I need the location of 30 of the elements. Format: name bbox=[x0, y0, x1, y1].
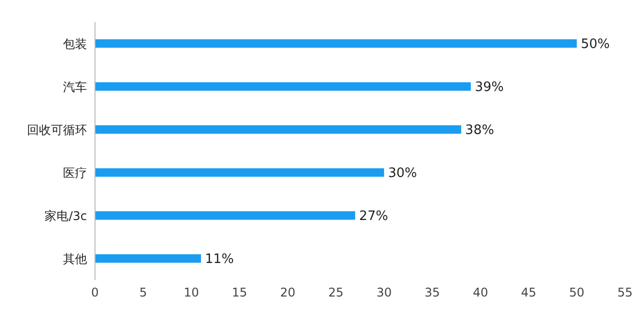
bar bbox=[95, 254, 201, 263]
x-tick-label: 35 bbox=[424, 286, 440, 300]
x-tick-label: 45 bbox=[520, 286, 536, 300]
x-tick-label: 25 bbox=[328, 286, 344, 300]
x-tick-label: 10 bbox=[184, 286, 200, 300]
data-label: 27% bbox=[359, 209, 388, 224]
x-tick-label: 20 bbox=[280, 286, 296, 300]
data-label: 11% bbox=[205, 252, 234, 268]
x-tick-label: 0 bbox=[91, 286, 99, 300]
x-tick-label: 15 bbox=[232, 286, 248, 300]
bar bbox=[95, 39, 577, 48]
data-label: 30% bbox=[388, 166, 417, 182]
y-tick-label: 医疗 bbox=[63, 166, 87, 180]
x-tick-label: 55 bbox=[617, 286, 633, 300]
y-tick-label: 家电/3c bbox=[44, 208, 87, 223]
y-tick-label: 汽车 bbox=[63, 80, 87, 94]
y-tick-label: 包装 bbox=[63, 36, 87, 51]
x-tick-label: 5 bbox=[139, 286, 147, 300]
data-label: 50% bbox=[580, 37, 610, 52]
data-label: 38% bbox=[465, 123, 494, 138]
y-tick-label: 其他 bbox=[63, 252, 87, 266]
x-tick-label: 30 bbox=[376, 286, 392, 300]
bar bbox=[95, 211, 356, 220]
x-tick-label: 50 bbox=[569, 286, 584, 300]
y-tick-label: 回收可循环 bbox=[27, 122, 87, 137]
bar bbox=[95, 82, 471, 91]
bar bbox=[95, 125, 462, 134]
x-tick-label: 40 bbox=[472, 286, 488, 300]
data-label: 39% bbox=[474, 80, 504, 96]
bar bbox=[95, 168, 384, 177]
